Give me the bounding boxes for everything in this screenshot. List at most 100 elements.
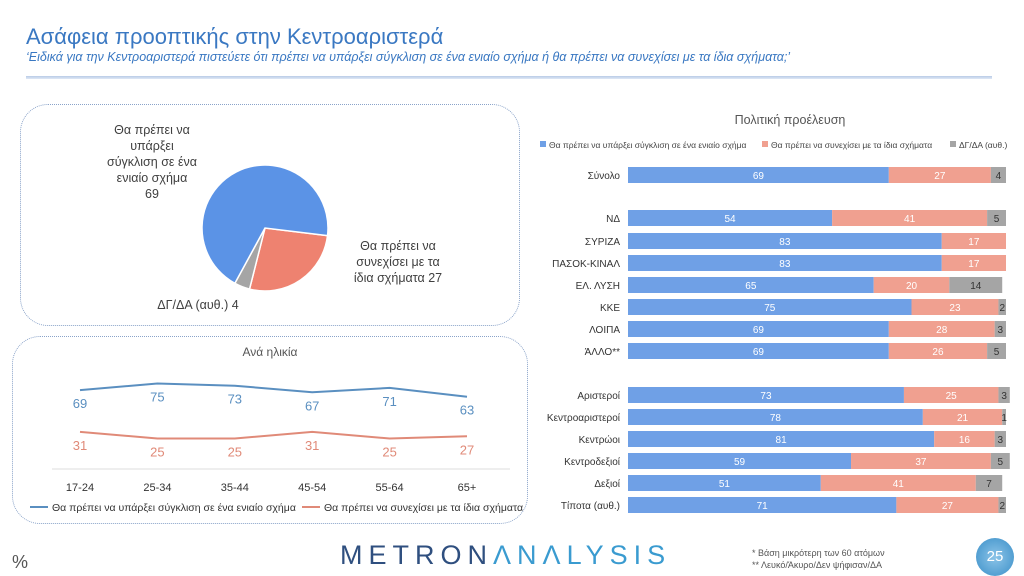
bar-value-label: 59 bbox=[734, 457, 746, 468]
bar-value-label: 83 bbox=[779, 259, 791, 270]
legend-swatch bbox=[540, 141, 546, 147]
legend-label: Θα πρέπει να υπάρξει σύγκλιση σε ένα ενι… bbox=[52, 502, 296, 514]
bar-value-label: 41 bbox=[904, 214, 916, 225]
bar-value-label: 27 bbox=[942, 501, 954, 512]
data-label: 63 bbox=[460, 403, 474, 418]
age-line-chart: Ανά ηλικία 69 75 73 67 71 63 31 25 25 31 25 27 17-24 2… bbox=[30, 345, 523, 514]
bar-value-label: 25 bbox=[946, 391, 958, 402]
age-panel bbox=[12, 336, 528, 524]
political-origin-bar-chart: Πολιτική προέλευση Θα πρέπει να υπάρξει σ… bbox=[540, 113, 1010, 513]
category-label: Κεντροαριστεροί bbox=[547, 412, 621, 424]
bar-value-label: 3 bbox=[1001, 391, 1007, 402]
bar-value-label: 14 bbox=[970, 281, 982, 292]
percent-symbol: % bbox=[12, 552, 29, 572]
pie-slice bbox=[201, 164, 329, 285]
bar-value-label: 27 bbox=[934, 171, 946, 182]
bar-segment bbox=[628, 387, 904, 403]
pie-label: 69 bbox=[145, 187, 159, 201]
category-label: ΝΔ bbox=[606, 214, 620, 225]
bar-value-label: 4 bbox=[996, 171, 1002, 182]
x-tick-label: 17-24 bbox=[66, 482, 94, 494]
bar-segment bbox=[911, 299, 999, 315]
data-label: 73 bbox=[228, 392, 242, 407]
pie-slice bbox=[248, 227, 329, 292]
bar-value-label: 83 bbox=[779, 237, 791, 248]
bar-segment bbox=[628, 453, 852, 469]
bar-segment bbox=[903, 387, 999, 403]
category-label: ΛΟΙΠΑ bbox=[589, 325, 620, 336]
bar-value-label: 17 bbox=[968, 259, 980, 270]
bar-segment bbox=[987, 343, 1006, 359]
bar-segment bbox=[628, 475, 821, 491]
bar-value-label: 3 bbox=[998, 435, 1004, 446]
bar-segment bbox=[922, 409, 1003, 425]
data-label: 25 bbox=[150, 445, 164, 460]
bar-segment bbox=[896, 497, 999, 513]
category-label: ΠΑΣΟΚ-ΚΙΝΑΛ bbox=[552, 259, 620, 270]
bar-value-label: 78 bbox=[770, 413, 782, 424]
line-chart-title: Ανά ηλικία bbox=[242, 345, 297, 359]
bar-value-label: 17 bbox=[968, 237, 980, 248]
bar-value-label: 5 bbox=[994, 347, 1000, 358]
pie-label: ίδια σχήματα 27 bbox=[354, 271, 442, 285]
x-tick-label: 45-54 bbox=[298, 482, 326, 494]
data-label: 69 bbox=[73, 396, 87, 411]
bar-segment bbox=[994, 431, 1006, 447]
bar-segment bbox=[628, 409, 923, 425]
bar-segment bbox=[949, 277, 1003, 293]
bar-segment bbox=[832, 210, 988, 226]
category-label: Τίποτα (αυθ.) bbox=[561, 500, 620, 512]
bar-segment bbox=[941, 255, 1006, 271]
bar-value-label: 65 bbox=[745, 281, 757, 292]
x-tick-label: 55-64 bbox=[376, 482, 404, 494]
bar-value-label: 69 bbox=[753, 171, 765, 182]
bar-value-label: 2 bbox=[999, 303, 1005, 314]
logo-part: METRON bbox=[340, 540, 493, 570]
data-label: 27 bbox=[460, 442, 474, 457]
category-label: Αριστεροί bbox=[577, 390, 620, 402]
bar-value-label: 1 bbox=[1001, 413, 1007, 424]
bar-value-label: 37 bbox=[915, 457, 927, 468]
bar-value-label: 5 bbox=[998, 457, 1004, 468]
bar-value-label: 69 bbox=[753, 325, 765, 336]
bar-segment bbox=[628, 343, 889, 359]
bar-segment bbox=[998, 497, 1006, 513]
legend-label: Θα πρέπει να υπάρξει σύγκλιση σε ένα ενι… bbox=[549, 140, 747, 150]
legend-swatch bbox=[950, 141, 956, 147]
bar-value-label: 81 bbox=[776, 435, 788, 446]
bar-segment bbox=[628, 497, 897, 513]
bar-segment bbox=[994, 321, 1006, 337]
category-label: Δεξιοί bbox=[594, 478, 620, 490]
bar-segment bbox=[628, 321, 889, 337]
bar-segment bbox=[990, 453, 1010, 469]
bar-segment bbox=[975, 475, 1003, 491]
bar-value-label: 5 bbox=[994, 214, 1000, 225]
category-label: Σύνολο bbox=[588, 170, 621, 182]
legend-swatch bbox=[762, 141, 768, 147]
bar-value-label: 2 bbox=[999, 501, 1005, 512]
bar-value-label: 28 bbox=[936, 325, 948, 336]
pie-label: ενιαίο σχήμα bbox=[117, 171, 188, 185]
bar-chart-title: Πολιτική προέλευση bbox=[735, 113, 846, 127]
x-tick-label: 65+ bbox=[458, 482, 477, 494]
category-label: ΆΛΛΟ** bbox=[585, 347, 620, 358]
legend-label: Θα πρέπει να συνεχίσει με τα ίδια σχήματ… bbox=[324, 502, 523, 514]
bar-value-label: 69 bbox=[753, 347, 765, 358]
bar-value-label: 41 bbox=[893, 479, 905, 490]
bar-value-label: 20 bbox=[906, 281, 918, 292]
bar-value-label: 16 bbox=[959, 435, 971, 446]
bar-segment bbox=[998, 387, 1010, 403]
x-tick-label: 35-44 bbox=[221, 482, 249, 494]
bar-segment bbox=[990, 167, 1006, 183]
pie-label: Θα πρέπει να bbox=[360, 239, 436, 253]
bar-value-label: 75 bbox=[764, 303, 776, 314]
bar-segment bbox=[628, 233, 942, 249]
bar-segment bbox=[873, 277, 950, 293]
page-number: 25 bbox=[976, 538, 1014, 576]
data-label: 25 bbox=[228, 445, 242, 460]
page-subtitle: ‘Ειδικά για την Κεντροαριστερά πιστεύετε… bbox=[26, 50, 791, 64]
pie-label: σύγκλιση σε ένα bbox=[107, 155, 197, 169]
footnote: ** Λευκό/Άκυρο/Δεν ψήφισαν/ΔΑ bbox=[752, 560, 882, 570]
bar-segment bbox=[628, 431, 935, 447]
bar-value-label: 71 bbox=[757, 501, 769, 512]
